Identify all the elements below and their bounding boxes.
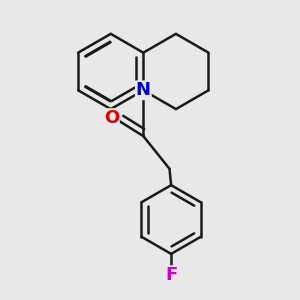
Text: N: N <box>136 81 151 99</box>
Text: F: F <box>165 266 177 284</box>
Text: O: O <box>103 109 119 127</box>
